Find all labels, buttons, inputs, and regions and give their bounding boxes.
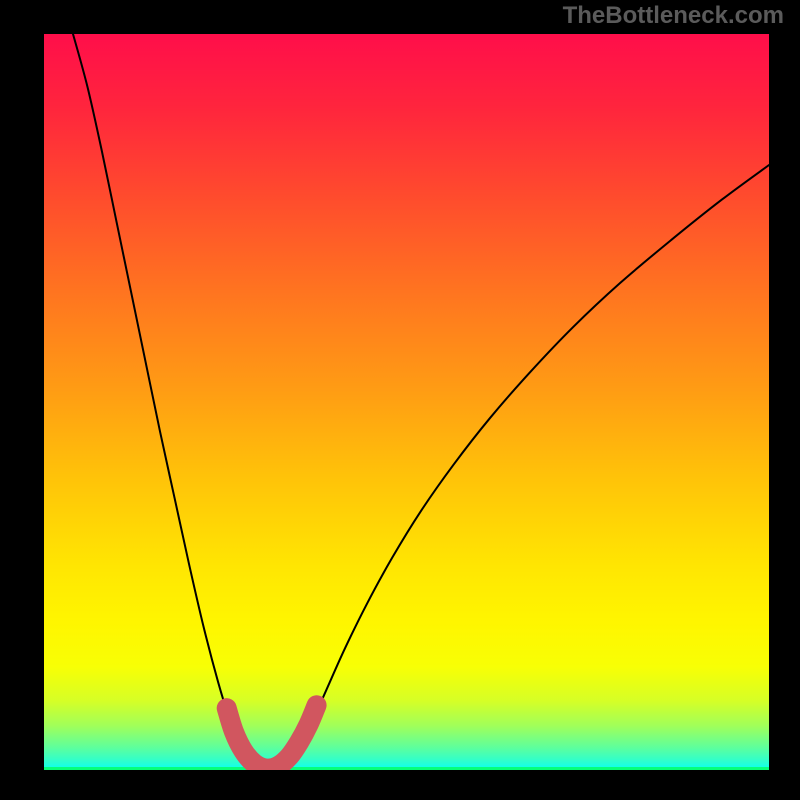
plot-area — [44, 34, 769, 770]
watermark-label: TheBottleneck.com — [563, 2, 784, 30]
bottleneck-curve — [73, 34, 769, 770]
valley-marker — [227, 705, 317, 768]
plot-svg — [44, 34, 769, 770]
